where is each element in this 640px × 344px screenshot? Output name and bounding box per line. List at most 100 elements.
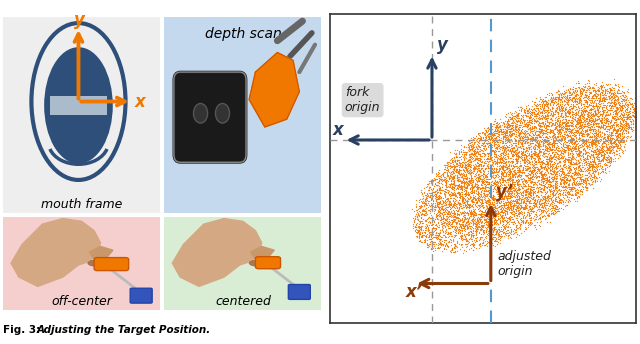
Point — [575, 144, 586, 149]
Point — [477, 215, 487, 220]
Point — [479, 218, 490, 223]
Point — [449, 244, 459, 249]
Point — [503, 137, 513, 143]
Point — [527, 128, 537, 133]
Point — [485, 125, 495, 130]
Point — [416, 224, 426, 230]
Point — [626, 115, 636, 120]
Point — [613, 96, 623, 101]
Point — [504, 191, 515, 196]
Point — [561, 179, 572, 185]
Point — [516, 138, 527, 143]
Point — [561, 97, 572, 102]
Point — [506, 191, 516, 196]
Point — [559, 199, 570, 205]
Point — [467, 147, 477, 152]
Point — [567, 191, 577, 197]
Point — [470, 181, 480, 186]
Point — [495, 196, 505, 202]
Point — [588, 186, 598, 191]
Point — [522, 112, 532, 117]
Point — [584, 120, 594, 126]
Point — [585, 125, 595, 130]
Point — [556, 196, 566, 201]
Point — [594, 105, 604, 110]
Point — [565, 138, 575, 143]
Point — [579, 120, 589, 125]
Point — [528, 215, 538, 221]
Point — [529, 190, 540, 195]
Point — [545, 102, 555, 108]
Point — [476, 190, 486, 195]
Point — [529, 174, 539, 179]
Point — [602, 139, 612, 144]
Point — [630, 108, 640, 114]
Point — [483, 205, 493, 211]
Point — [529, 132, 540, 137]
Point — [565, 103, 575, 108]
Point — [591, 89, 602, 94]
Point — [484, 221, 495, 226]
Point — [552, 165, 562, 171]
Point — [476, 227, 486, 233]
Point — [574, 94, 584, 100]
Point — [545, 145, 556, 151]
Point — [529, 151, 540, 156]
Point — [565, 139, 575, 144]
Point — [499, 189, 509, 194]
Point — [573, 96, 584, 102]
Point — [545, 201, 555, 206]
Point — [550, 140, 561, 146]
Point — [588, 149, 598, 154]
Point — [564, 182, 574, 188]
Point — [488, 194, 498, 199]
Point — [531, 119, 541, 124]
Point — [504, 118, 515, 123]
Point — [596, 106, 607, 112]
Point — [537, 203, 547, 208]
Point — [504, 136, 514, 142]
Point — [550, 176, 561, 182]
Point — [564, 165, 574, 171]
Point — [483, 153, 493, 159]
Point — [527, 120, 538, 126]
Point — [508, 120, 518, 126]
Point — [513, 205, 523, 211]
Point — [580, 151, 591, 156]
Point — [503, 205, 513, 211]
Point — [551, 182, 561, 187]
Point — [540, 184, 550, 189]
Point — [431, 183, 441, 188]
Point — [518, 213, 528, 219]
Point — [426, 215, 436, 221]
Point — [450, 165, 460, 170]
Point — [564, 139, 575, 144]
Point — [488, 213, 499, 219]
Point — [483, 182, 493, 187]
Point — [484, 198, 495, 203]
Point — [575, 159, 585, 164]
Point — [518, 157, 528, 163]
Point — [472, 194, 483, 200]
Point — [507, 116, 517, 122]
Point — [556, 197, 566, 203]
Point — [453, 211, 463, 217]
Point — [518, 155, 529, 161]
Point — [582, 185, 592, 190]
Point — [463, 145, 474, 150]
Point — [435, 188, 445, 193]
Point — [518, 217, 529, 223]
Point — [477, 180, 487, 185]
Point — [561, 118, 571, 124]
Point — [491, 120, 501, 126]
Point — [524, 186, 534, 192]
Point — [545, 168, 555, 174]
Point — [440, 189, 451, 194]
Point — [445, 206, 455, 212]
Point — [443, 197, 453, 203]
Point — [499, 203, 509, 208]
Point — [434, 178, 444, 183]
Point — [564, 180, 574, 185]
Point — [527, 110, 537, 116]
Point — [596, 135, 607, 140]
